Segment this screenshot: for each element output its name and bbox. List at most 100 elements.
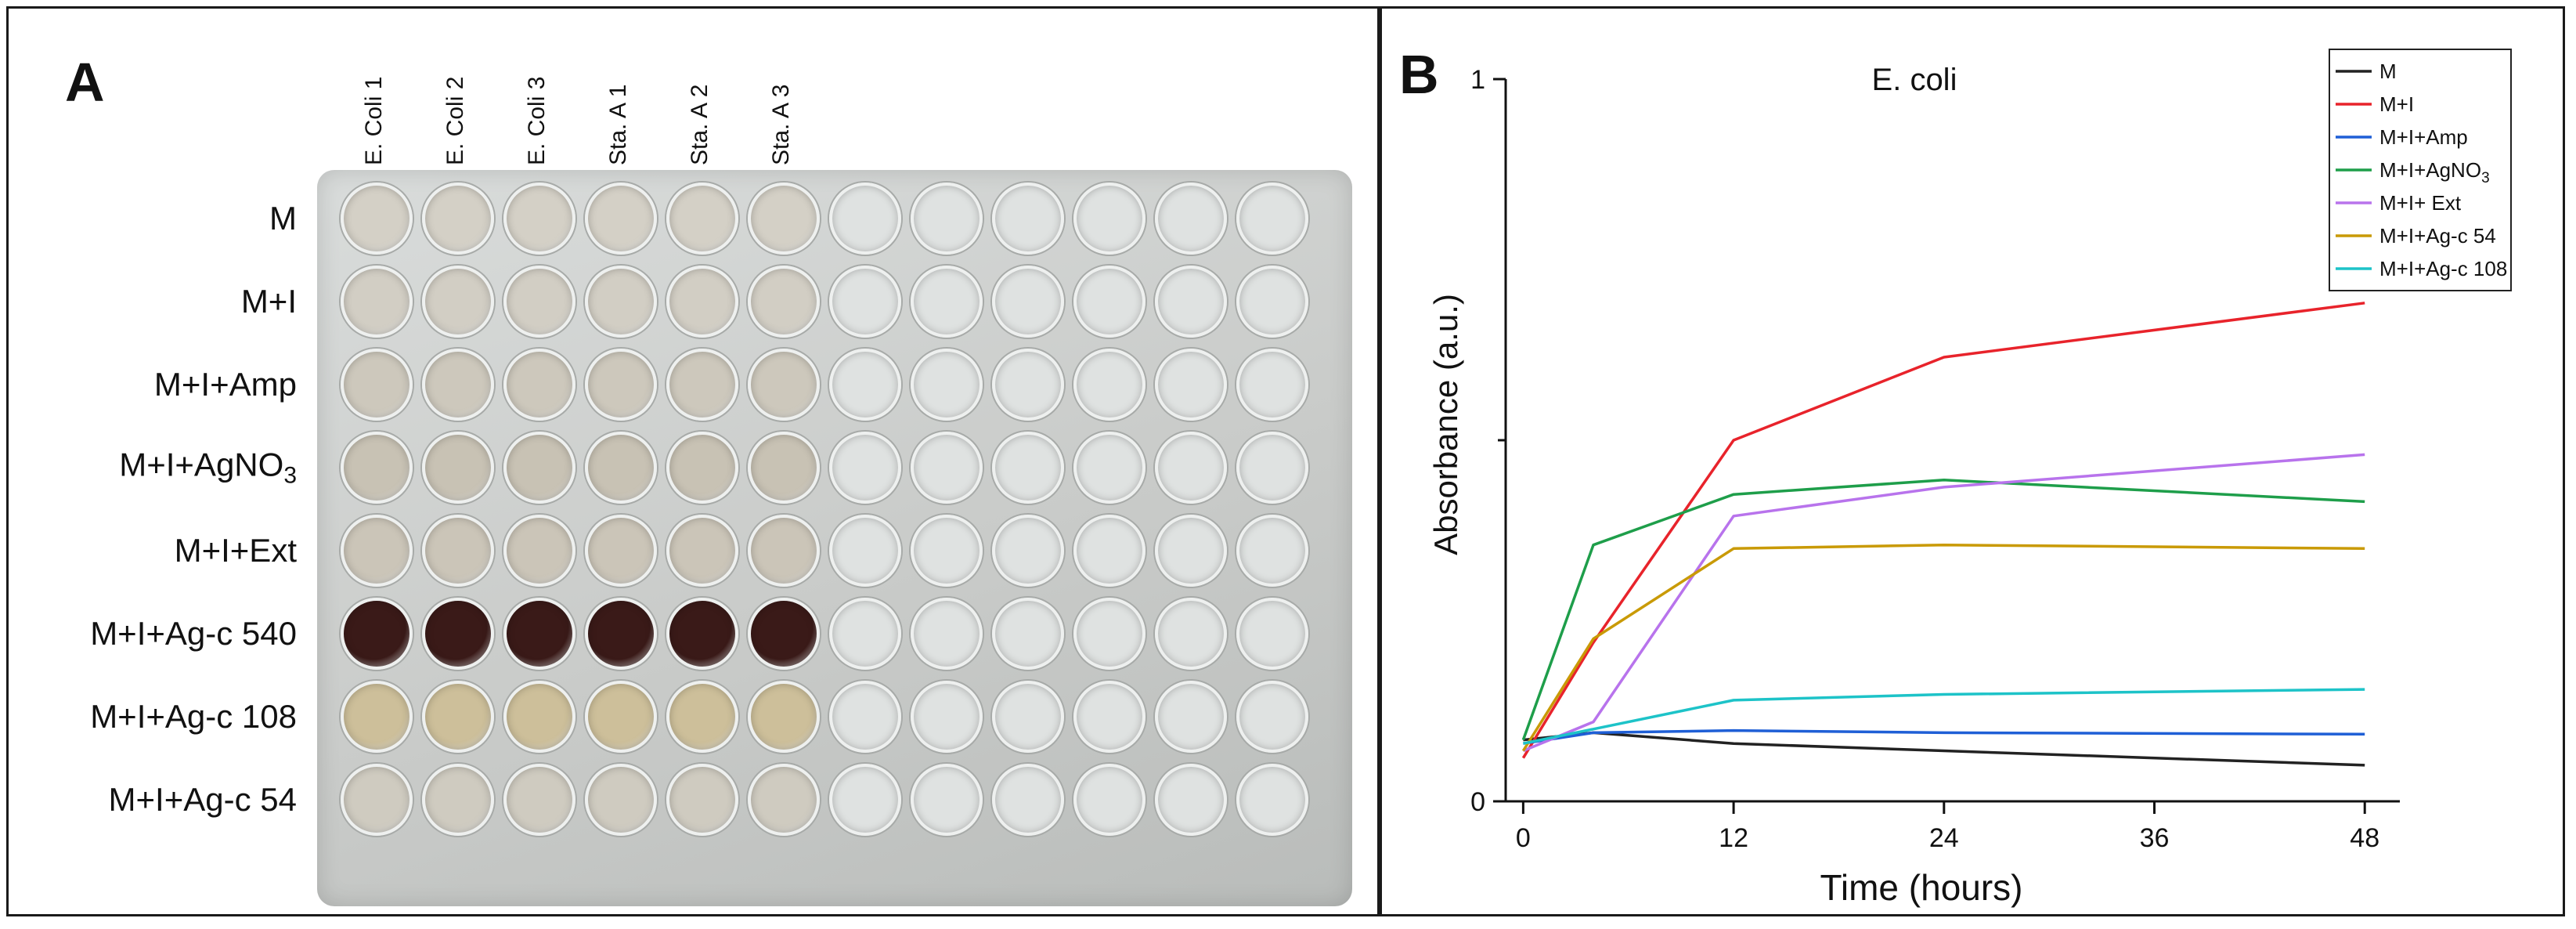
empty-well [829, 515, 901, 587]
sample-well [585, 598, 657, 670]
empty-well [1073, 681, 1145, 753]
sample-well [748, 432, 820, 504]
series-line-1 [1521, 302, 2365, 759]
row-label: M+I+Ag-c 540 [90, 615, 297, 652]
sample-well [748, 598, 820, 670]
sample-well [748, 764, 820, 836]
sample-well [666, 681, 738, 753]
empty-well [1073, 183, 1145, 255]
empty-well [1073, 432, 1145, 504]
empty-well [1155, 432, 1227, 504]
empty-well [992, 681, 1064, 753]
empty-well [1236, 266, 1308, 338]
x-axis-label: Time (hours) [1820, 867, 2023, 908]
sample-well [503, 349, 575, 421]
sample-well [748, 183, 820, 255]
legend-label: M [2379, 60, 2397, 83]
panel-b-chart: B 0 12 24 36 48 0 1 E. coli Time (hours) Absorban… [1380, 6, 2565, 916]
sample-well [748, 515, 820, 587]
sample-well [585, 266, 657, 338]
sample-well [666, 432, 738, 504]
sample-well [585, 515, 657, 587]
sample-well [422, 183, 494, 255]
empty-well [992, 598, 1064, 670]
sample-well [585, 432, 657, 504]
empty-well [992, 183, 1064, 255]
column-label: Sta. A 2 [687, 84, 713, 165]
empty-well [911, 432, 983, 504]
row-label: M+I+Ext [174, 532, 297, 569]
sample-well [503, 598, 575, 670]
sample-well [666, 515, 738, 587]
empty-well [829, 598, 901, 670]
empty-well [1155, 598, 1227, 670]
sample-well [341, 432, 413, 504]
sample-well [422, 266, 494, 338]
sample-well [341, 764, 413, 836]
legend-label: M+I+Ag-c 108 [2379, 257, 2507, 280]
sample-well [341, 266, 413, 338]
column-label: Sta. A 1 [605, 84, 631, 165]
series-line-5 [1521, 543, 2365, 752]
row-label: M [269, 200, 297, 237]
series-line-3 [1521, 478, 2365, 741]
empty-well [1155, 515, 1227, 587]
sample-well [748, 266, 820, 338]
sample-well [422, 681, 494, 753]
sample-well [503, 681, 575, 753]
panel-a-plate-photo: A E. Coli 1 E. Coli 2 E. Coli 3 Sta. A 1 Sta… [6, 6, 1380, 916]
empty-well [992, 515, 1064, 587]
sample-well [341, 598, 413, 670]
empty-well [1073, 515, 1145, 587]
sample-well [503, 266, 575, 338]
sample-well [503, 764, 575, 836]
series-line-6 [1523, 688, 2365, 745]
empty-well [1236, 349, 1308, 421]
x-tick-label: 24 [1929, 823, 1959, 853]
empty-well [1073, 764, 1145, 836]
empty-well [1236, 432, 1308, 504]
y-axis-label: Absorbance (a.u.) [1427, 294, 1464, 555]
row-label: M+I+Ag-c 54 [108, 781, 297, 818]
sample-well [341, 349, 413, 421]
empty-well [911, 183, 983, 255]
empty-well [1073, 598, 1145, 670]
empty-well [829, 764, 901, 836]
panel-a-letter: A [65, 52, 105, 113]
x-tick-label: 0 [1516, 823, 1531, 853]
sample-well [748, 681, 820, 753]
series-line-2 [1523, 728, 2365, 745]
sample-well [585, 183, 657, 255]
column-label: E. Coli 1 [361, 76, 387, 165]
empty-well [1236, 183, 1308, 255]
legend-label: M+I [2379, 92, 2414, 116]
y-tick-label: 1 [1470, 65, 1485, 95]
empty-well [1073, 349, 1145, 421]
empty-well [911, 681, 983, 753]
empty-well [1236, 681, 1308, 753]
sample-well [585, 764, 657, 836]
empty-well [992, 432, 1064, 504]
empty-well [1155, 183, 1227, 255]
empty-well [1155, 349, 1227, 421]
sample-well [341, 515, 413, 587]
empty-well [992, 266, 1064, 338]
row-label: M+I [240, 283, 297, 320]
column-label: E. Coli 2 [442, 76, 468, 165]
series-line-4 [1522, 453, 2365, 753]
sample-well [666, 764, 738, 836]
sample-well [422, 515, 494, 587]
sample-well [341, 183, 413, 255]
sample-well [666, 183, 738, 255]
y-tick-label: 0 [1470, 787, 1485, 817]
empty-well [911, 349, 983, 421]
empty-well [1155, 764, 1227, 836]
empty-well [911, 266, 983, 338]
x-tick-label: 12 [1719, 823, 1748, 853]
sample-well [341, 681, 413, 753]
column-label: E. Coli 3 [524, 76, 550, 165]
sample-well [666, 598, 738, 670]
empty-well [911, 764, 983, 836]
empty-well [829, 183, 901, 255]
sample-well [666, 266, 738, 338]
